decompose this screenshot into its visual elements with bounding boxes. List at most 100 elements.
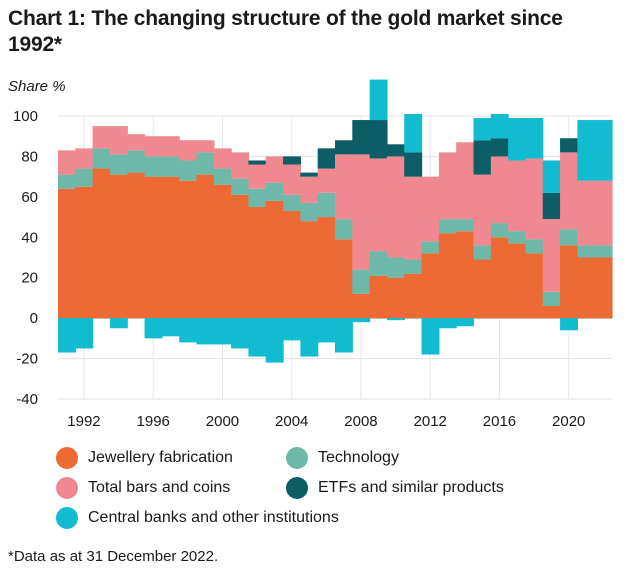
legend-item-etfs: ETFs and similar products (286, 477, 504, 499)
band-segment (144, 136, 163, 157)
band-segment (456, 142, 475, 220)
band-segment (525, 239, 544, 254)
band-segment (577, 257, 596, 319)
band-segment (231, 194, 250, 319)
band-segment (560, 229, 578, 246)
band-segment (127, 172, 146, 319)
band-segment (196, 140, 215, 153)
legend-item-bars-coins: Total bars and coins (56, 477, 230, 499)
band-segment (196, 152, 215, 175)
band-segment (404, 152, 423, 177)
band-segment (144, 318, 163, 339)
band-segment (352, 318, 371, 323)
band-segment (560, 318, 578, 331)
band-segment (369, 120, 388, 159)
band-segment (508, 243, 527, 319)
y-tick-label: 0 (30, 310, 38, 327)
band-segment (352, 269, 371, 294)
x-tick-label: 2000 (206, 413, 239, 430)
band-segment (577, 245, 596, 258)
legend-item-jewellery: Jewellery fabrication (56, 447, 233, 469)
band-segment (525, 253, 544, 319)
band-segment (265, 318, 284, 363)
band-segment (161, 156, 180, 177)
band-segment (196, 174, 215, 319)
band-segment (577, 180, 596, 246)
band-segment (421, 318, 440, 355)
band-segment (213, 168, 232, 185)
band-segment (490, 113, 509, 139)
band-segment (75, 168, 94, 187)
band-segment (58, 318, 76, 353)
band-segment (248, 318, 267, 357)
band-segment (58, 174, 76, 189)
band-segment (594, 245, 613, 258)
y-tick-label: 60 (21, 189, 38, 206)
legend-label: Total bars and coins (88, 479, 231, 496)
band-segment (58, 188, 76, 319)
band-segment (300, 221, 319, 319)
band-segment (58, 150, 76, 175)
band-segment (300, 176, 319, 203)
band-segment (404, 113, 423, 153)
x-tick-label: 2016 (483, 413, 516, 430)
band-segment (317, 217, 336, 319)
band-segment (577, 120, 596, 181)
band-segment (265, 156, 284, 183)
y-tick-label: -20 (16, 351, 38, 368)
band-segment (109, 318, 128, 329)
y-tick-label: 40 (21, 229, 38, 246)
band-segment (421, 241, 440, 254)
band-segment (92, 168, 111, 319)
band-segment (421, 176, 440, 242)
band-segment (161, 176, 180, 319)
band-segment (231, 318, 250, 349)
band-segment (335, 154, 353, 220)
band-segment (161, 136, 180, 157)
band-segment (283, 156, 301, 165)
band-segment (369, 251, 388, 276)
band-segment (144, 176, 163, 319)
band-segment (109, 154, 128, 175)
band-segment (109, 174, 128, 319)
legend-item-technology: Technology (286, 447, 399, 469)
band-segment (438, 152, 457, 220)
band-segment (508, 118, 527, 161)
x-tick-label: 1996 (137, 413, 170, 430)
y-tick-label: 80 (21, 148, 38, 165)
band-segment (404, 176, 423, 260)
legend-swatch (56, 477, 78, 499)
band-segment (300, 172, 319, 177)
band-segment (473, 259, 492, 319)
band-segment (352, 154, 371, 270)
legend-label: Central banks and other institutions (88, 509, 339, 526)
band-segment (213, 148, 232, 169)
chart-title: Chart 1: The changing structure of the g… (8, 7, 563, 56)
band-segment (335, 239, 353, 319)
x-tick-label: 2020 (552, 413, 585, 430)
band-segment (438, 233, 457, 319)
y-tick-label: 20 (21, 270, 38, 287)
band-segment (404, 273, 423, 319)
y-tick-labels: -40 -20 0 20 40 60 80 100 (13, 108, 38, 408)
x-tick-label: 1992 (67, 413, 100, 430)
band-segment (456, 231, 475, 319)
band-segment (473, 118, 492, 141)
band-segment (179, 140, 198, 161)
legend-label: Technology (318, 449, 399, 466)
band-segment (438, 219, 457, 234)
x-tick-label: 2004 (275, 413, 308, 430)
band-segment (542, 160, 561, 193)
band-segment (248, 160, 267, 165)
band-segment (386, 257, 405, 278)
y-tick-label: -40 (16, 391, 38, 408)
y-axis-label: Share % (8, 78, 66, 95)
band-segment (560, 138, 578, 153)
band-segment (265, 200, 284, 319)
x-tick-label: 2008 (344, 413, 377, 430)
band-segment (317, 148, 336, 169)
chart-bands (58, 79, 613, 363)
legend-swatch (286, 477, 308, 499)
band-segment (594, 257, 613, 319)
band-segment (213, 184, 232, 319)
